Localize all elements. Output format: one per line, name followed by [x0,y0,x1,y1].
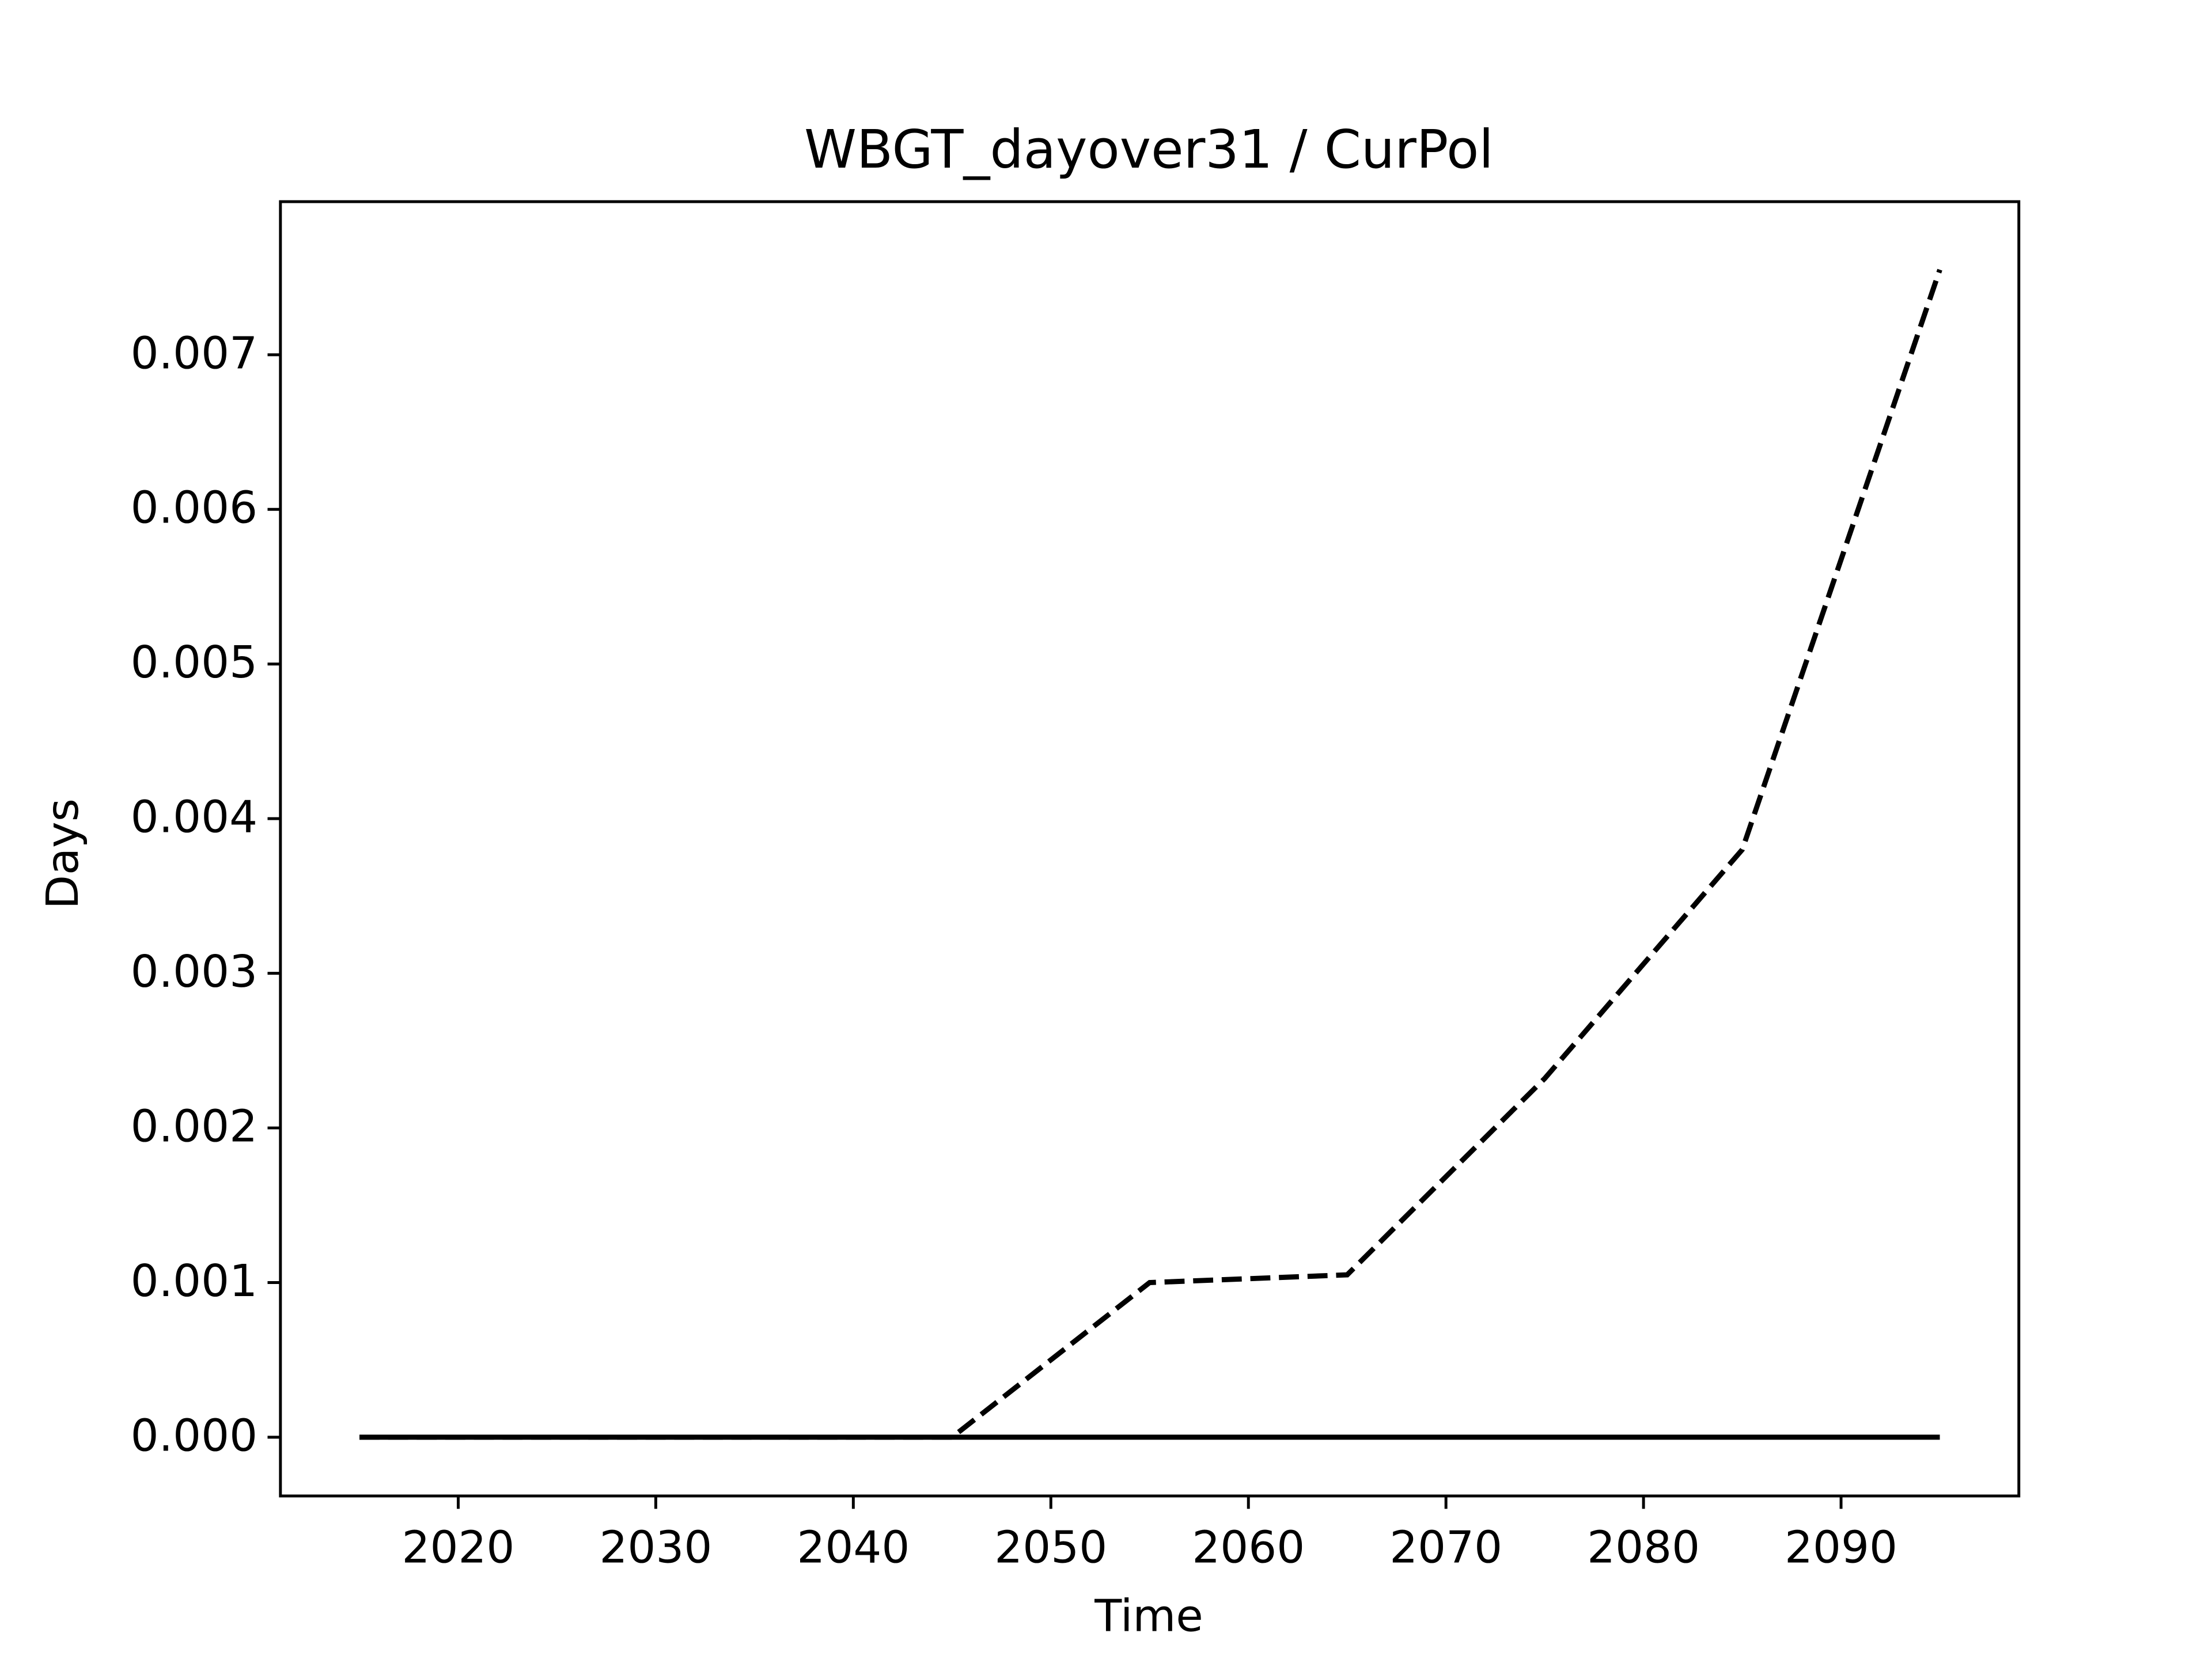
plot-frame [279,200,2021,1498]
y-axis-label: Days [37,798,89,909]
y-tick-label: 0.006 [131,483,257,534]
y-tick-label: 0.007 [131,328,257,379]
y-tick-label: 0.002 [131,1101,257,1153]
x-tick-label: 2050 [994,1522,1107,1573]
y-tick-label: 0.001 [131,1256,257,1307]
y-tick-label: 0.005 [131,637,257,688]
x-tick-label: 2070 [1389,1522,1502,1573]
x-tick-label: 2030 [599,1522,712,1573]
y-tick-label: 0.000 [131,1410,257,1461]
x-tick-label: 2040 [797,1522,910,1573]
chart-title: WBGT_dayover31 / CurPol [804,119,1494,180]
y-tick-label: 0.004 [131,792,257,843]
x-tick-label: 2090 [1785,1522,1897,1573]
x-tick-label: 2060 [1192,1522,1305,1573]
x-tick-label: 2080 [1587,1522,1700,1573]
y-tick-label: 0.003 [131,946,257,998]
x-axis-label: Time [1094,1590,1203,1642]
x-tick-label: 2020 [402,1522,515,1573]
